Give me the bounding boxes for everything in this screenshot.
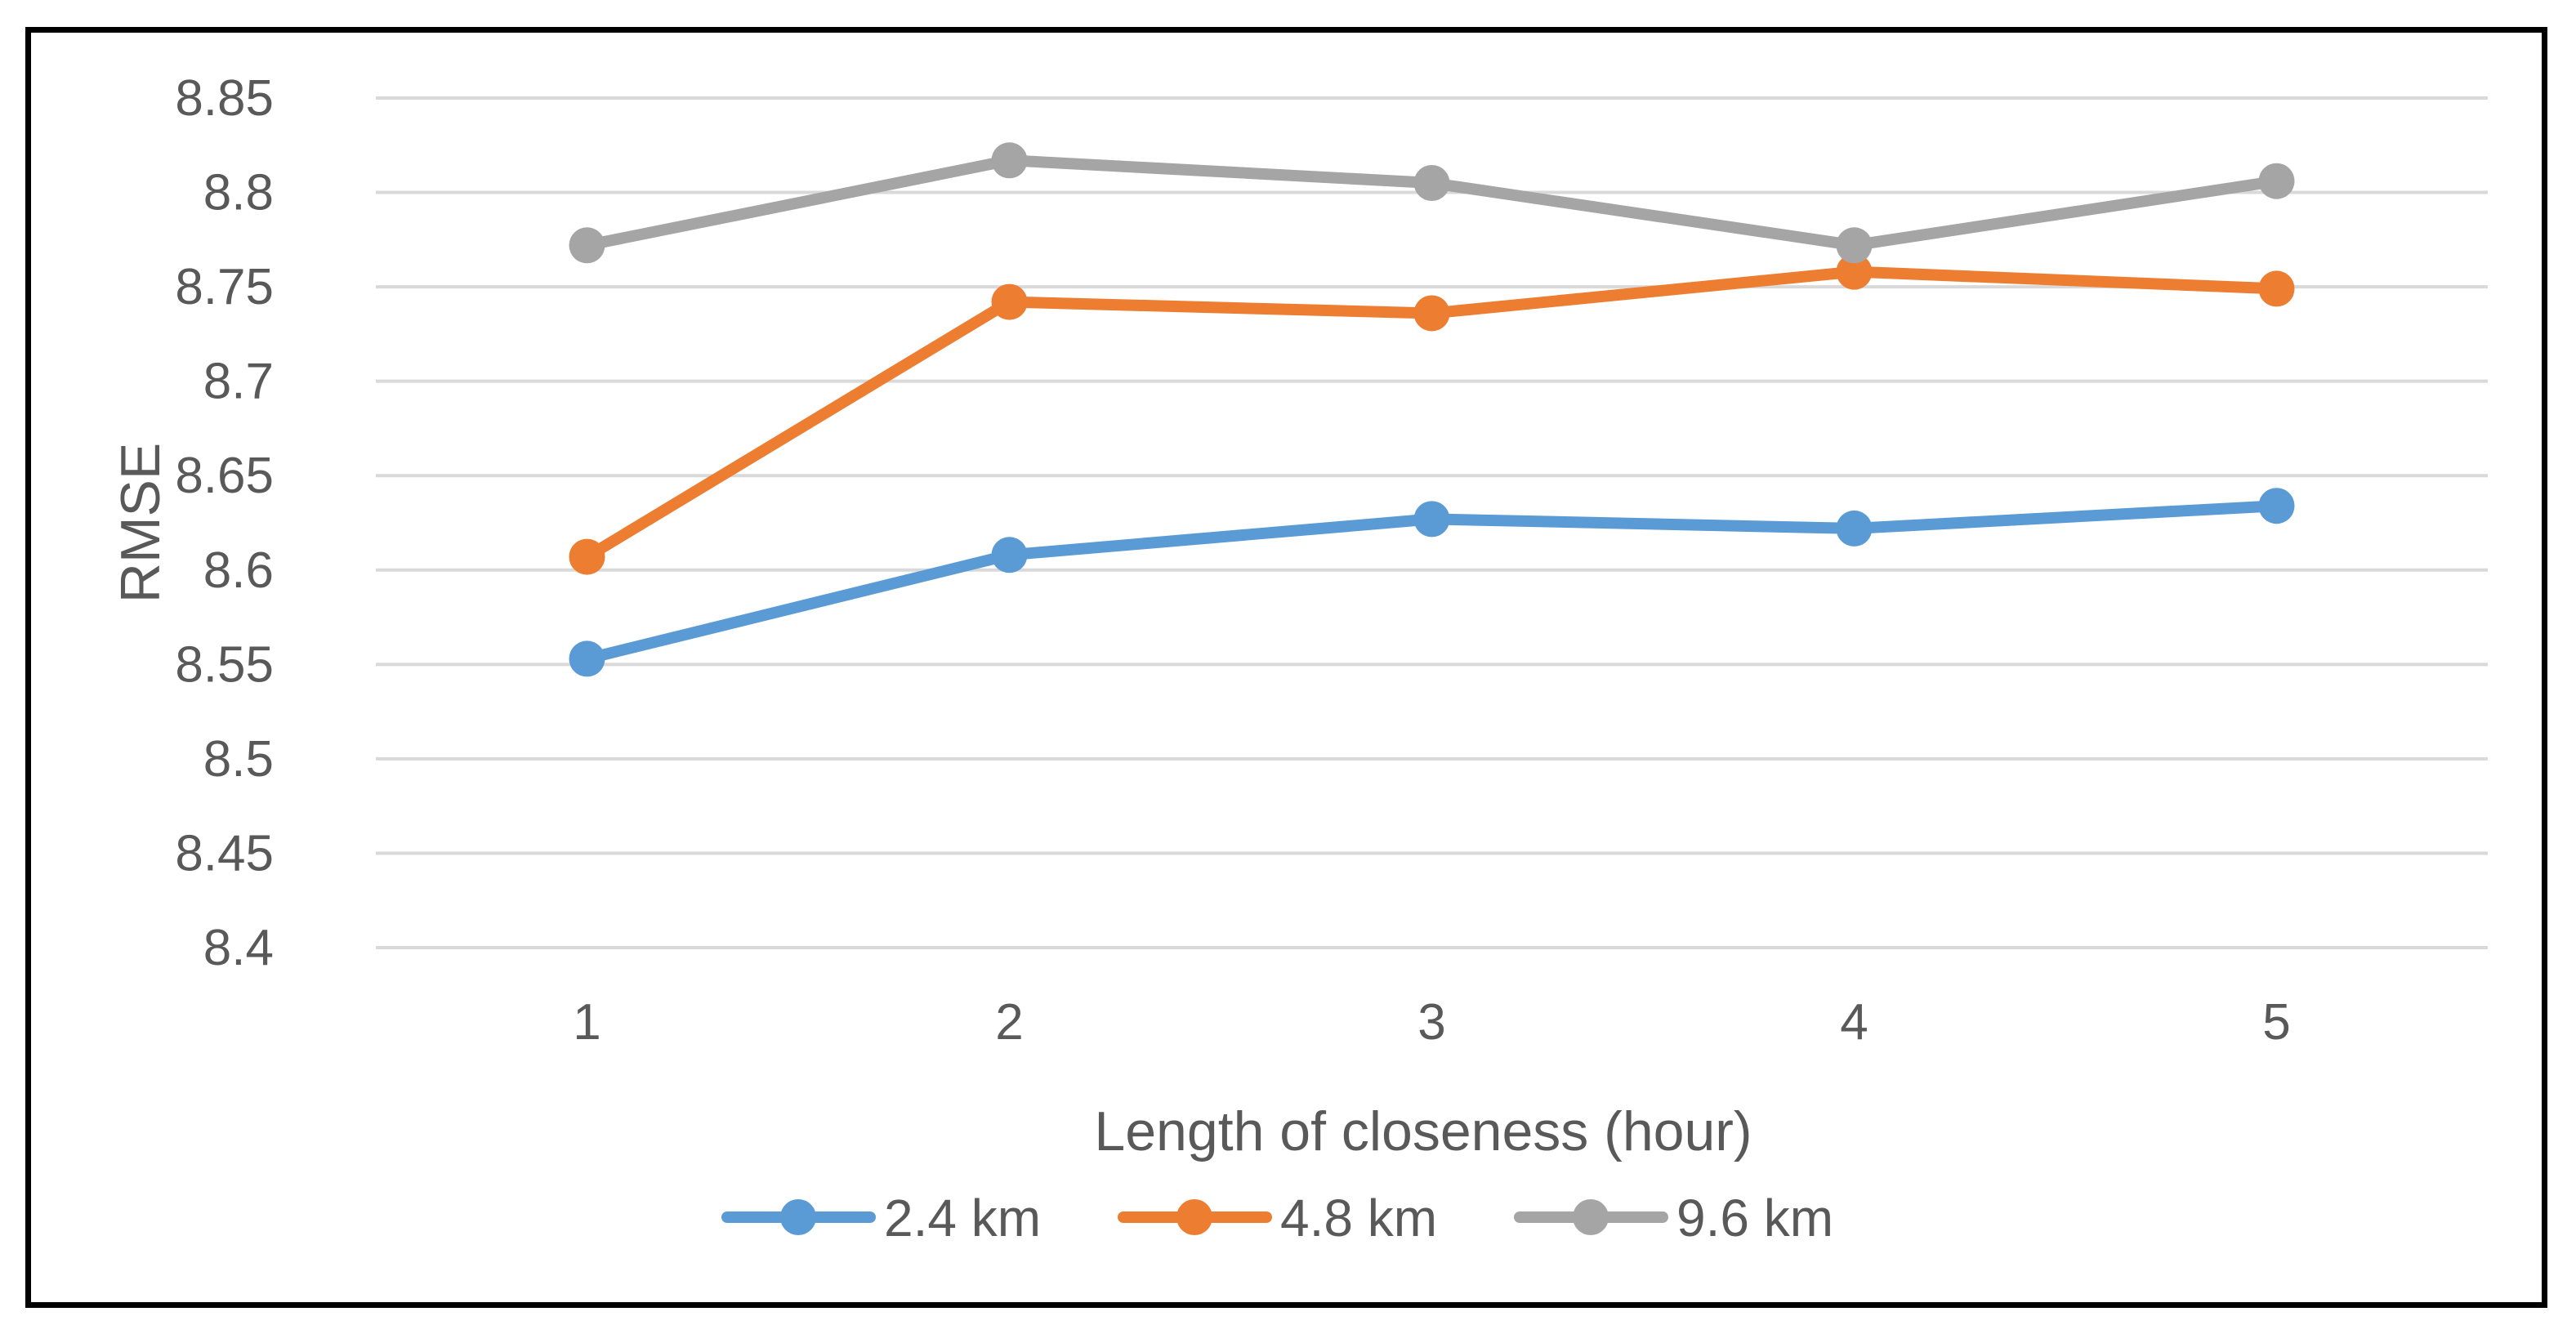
series-lines [569,142,2295,677]
legend-swatch-marker [1573,1199,1609,1235]
data-point [991,142,1028,179]
data-point [1413,295,1450,332]
legend-item: 2.4 km [721,1189,1041,1247]
x-tick-label: 3 [1417,994,1445,1051]
series-9-6-km [569,142,2295,264]
y-tick-label: 8.45 [175,825,274,881]
x-tick-labels: 1 2 3 4 5 [573,994,2290,1051]
x-axis-title: Length of closeness (hour) [1094,1100,1752,1162]
data-point [991,283,1028,320]
legend-swatch-marker [780,1199,816,1235]
y-tick-label: 8.65 [175,448,274,504]
data-point [1836,253,1873,290]
legend-label: 9.6 km [1676,1189,1833,1247]
data-point [2258,163,2295,199]
x-tick-label: 5 [2262,994,2290,1051]
data-point [1413,501,1450,538]
y-tick-label: 8.55 [175,636,274,693]
data-point [1413,165,1450,201]
x-tick-label: 2 [995,994,1023,1051]
y-tick-label: 8.4 [203,920,274,976]
data-point [569,640,605,677]
x-tick-label: 1 [573,994,600,1051]
y-tick-label: 8.75 [175,259,274,315]
y-tick-labels: 8.4 8.45 8.5 8.55 8.6 8.65 8.7 8.75 8.8 8.85 [175,70,274,976]
y-tick-label: 8.6 [203,542,274,599]
data-point [569,227,605,264]
y-axis-title: RMSE [109,443,172,603]
x-tick-label: 4 [1840,994,1868,1051]
data-point [569,538,605,575]
data-point [2258,488,2295,524]
chart-frame [25,27,2547,1308]
y-tick-label: 8.8 [203,165,274,221]
legend-label: 2.4 km [884,1189,1041,1247]
series-4-8-km [569,253,2295,575]
y-tick-label: 8.5 [203,731,274,788]
data-point [991,537,1028,573]
y-tick-label: 8.85 [175,70,274,127]
y-tick-label: 8.7 [203,354,274,410]
legend-item: 9.6 km [1514,1189,1833,1247]
data-point [1836,510,1873,547]
data-point [2258,270,2295,307]
legend-label: 4.8 km [1280,1189,1437,1247]
legend: 2.4 km 4.8 km 9.6 km [721,1189,1833,1247]
series-2-4-km [569,488,2295,677]
legend-swatch-marker [1176,1199,1212,1235]
data-point [1836,227,1873,264]
legend-item: 4.8 km [1118,1189,1437,1247]
